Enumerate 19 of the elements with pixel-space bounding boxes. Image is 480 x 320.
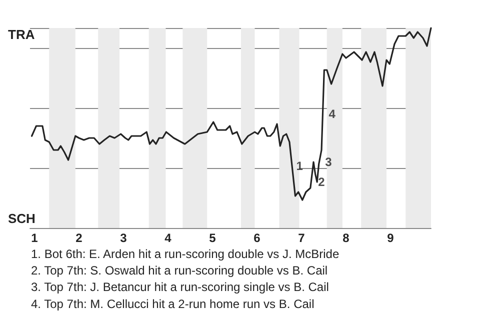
x-tick-label: 5 [209,231,216,245]
annotation: TRA [8,27,36,42]
text: 4. Top 7th: M. Cellucci hit a 2-run home run vs B. Cail [31,296,314,311]
x-tick-label: 8 [342,231,350,245]
annotation: 4 [328,107,336,121]
x-tick-label: 4 [164,231,172,245]
annotation: 1 [296,159,304,173]
annotation: 3 [325,155,332,169]
x-tick-label: 2 [76,231,83,245]
x-tick-label: 9 [387,231,394,245]
x-tick-label: 3 [120,231,128,245]
annotation: SCH [8,211,36,226]
text: 1. Bot 6th: E. Arden hit a run-scoring double vs J. McBride [31,247,340,261]
x-tick-label: 1 [31,231,38,245]
x-tick-label: 7 [298,231,306,245]
text: 2. Top 7th: S. Oswald hit a run-scoring double vs B. Cail [31,264,328,278]
text: 3. Top 7th: J. Betancur hit a run-scoring single vs B. Cail [31,280,329,294]
x-tick-label: 6 [254,231,261,245]
annotation: 2 [318,175,326,189]
